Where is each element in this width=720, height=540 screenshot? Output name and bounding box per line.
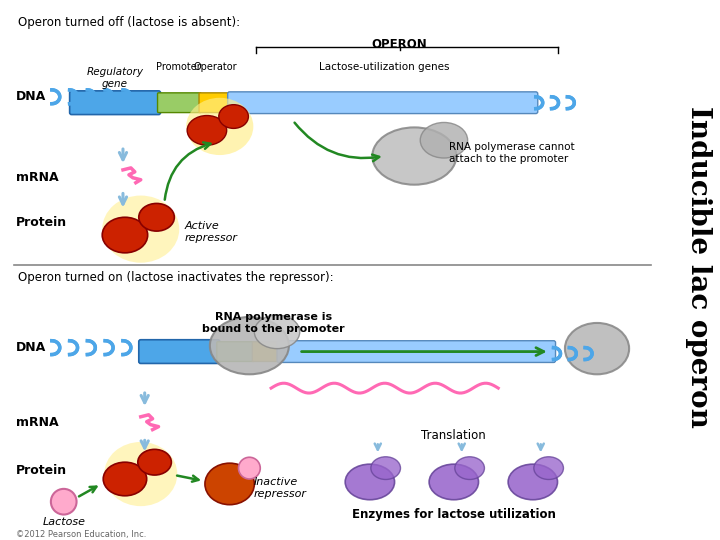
Text: Translation: Translation — [421, 429, 486, 442]
Circle shape — [238, 457, 260, 479]
Ellipse shape — [102, 217, 148, 253]
FancyBboxPatch shape — [252, 342, 282, 361]
Text: Operon turned on (lactose inactivates the repressor):: Operon turned on (lactose inactivates th… — [18, 271, 334, 284]
Ellipse shape — [508, 464, 557, 500]
Text: mRNA: mRNA — [17, 416, 59, 429]
FancyBboxPatch shape — [199, 93, 233, 112]
Text: Operon turned off (lactose is absent):: Operon turned off (lactose is absent): — [18, 16, 240, 29]
Text: Regulatory
gene: Regulatory gene — [86, 67, 143, 89]
Text: Lactose: Lactose — [42, 517, 85, 526]
Text: ©2012 Pearson Education, Inc.: ©2012 Pearson Education, Inc. — [17, 530, 147, 539]
FancyBboxPatch shape — [277, 341, 556, 362]
Text: Active
repressor: Active repressor — [184, 221, 237, 243]
FancyBboxPatch shape — [139, 340, 220, 363]
Text: RNA polymerase is
bound to the promoter: RNA polymerase is bound to the promoter — [202, 312, 344, 334]
Text: Protein: Protein — [17, 215, 68, 229]
Ellipse shape — [210, 317, 289, 374]
Text: Protein: Protein — [17, 464, 68, 477]
Ellipse shape — [371, 457, 400, 480]
FancyBboxPatch shape — [217, 342, 254, 361]
Text: RNA polymerase cannot
attach to the promoter: RNA polymerase cannot attach to the prom… — [449, 142, 575, 164]
Ellipse shape — [103, 462, 147, 496]
Ellipse shape — [219, 105, 248, 129]
Text: mRNA: mRNA — [17, 171, 59, 184]
Circle shape — [51, 489, 76, 515]
Ellipse shape — [104, 442, 177, 506]
Text: Lactose-utilization genes: Lactose-utilization genes — [320, 62, 450, 72]
FancyBboxPatch shape — [70, 91, 161, 114]
Ellipse shape — [565, 323, 629, 374]
Ellipse shape — [372, 127, 456, 185]
Ellipse shape — [139, 204, 174, 231]
Text: Promoter: Promoter — [156, 62, 201, 72]
Text: Inactive
repressor: Inactive repressor — [253, 477, 306, 498]
Ellipse shape — [420, 123, 468, 158]
FancyBboxPatch shape — [228, 92, 538, 113]
Ellipse shape — [186, 98, 253, 155]
Text: DNA: DNA — [17, 90, 47, 103]
Text: Inducible lac operon: Inducible lac operon — [685, 106, 712, 428]
Text: Operator: Operator — [193, 62, 237, 72]
Ellipse shape — [429, 464, 479, 500]
Ellipse shape — [138, 449, 171, 475]
Ellipse shape — [254, 315, 300, 349]
FancyBboxPatch shape — [158, 93, 201, 112]
Text: Enzymes for lactose utilization: Enzymes for lactose utilization — [352, 508, 556, 521]
Ellipse shape — [345, 464, 395, 500]
Ellipse shape — [455, 457, 485, 480]
Text: DNA: DNA — [17, 341, 47, 354]
Ellipse shape — [205, 463, 254, 505]
Ellipse shape — [534, 457, 564, 480]
Ellipse shape — [102, 195, 179, 262]
Ellipse shape — [187, 116, 227, 145]
Text: OPERON: OPERON — [372, 37, 428, 51]
